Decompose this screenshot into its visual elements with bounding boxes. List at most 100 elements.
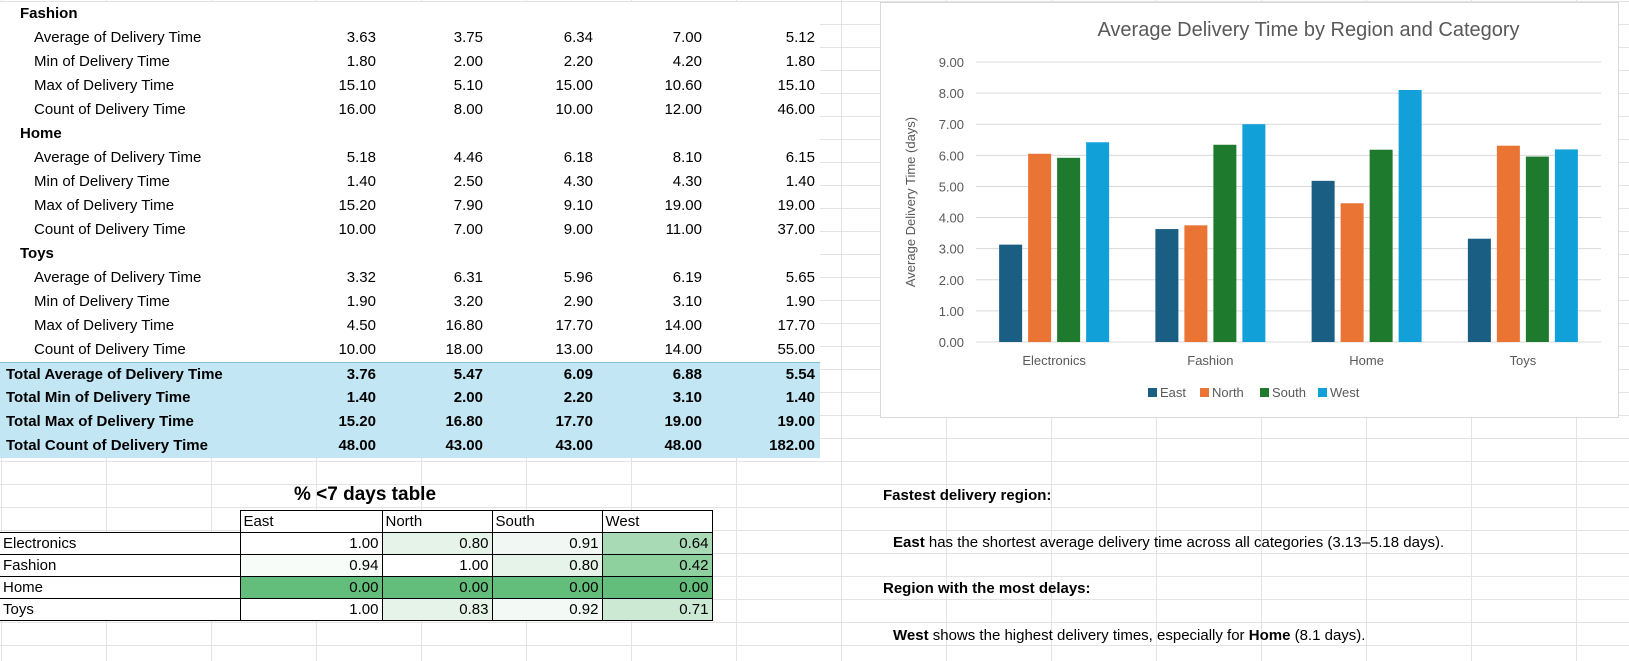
total-row[interactable]: Total Count of Delivery Time 48.00 43.00 43… bbox=[0, 434, 820, 458]
cell-value[interactable]: 16.80 bbox=[445, 413, 483, 430]
cell-value[interactable]: 7.00 bbox=[453, 221, 483, 238]
cell-value[interactable]: 15.10 bbox=[777, 77, 815, 94]
pct-cell[interactable]: 0.00 bbox=[601, 576, 713, 599]
cell-value[interactable]: 15.20 bbox=[338, 197, 376, 214]
cell-value[interactable]: 43.00 bbox=[445, 437, 483, 454]
chart[interactable]: Average Delivery Time by Region and Cate… bbox=[880, 2, 1619, 418]
pct-cell[interactable]: 0.64 bbox=[601, 532, 713, 555]
cell-value[interactable]: 3.32 bbox=[346, 269, 376, 286]
delays-note[interactable]: West shows the highest delivery times, e… bbox=[893, 627, 1365, 644]
cell-value[interactable]: 8.10 bbox=[672, 149, 702, 166]
cell-value[interactable]: 2.00 bbox=[453, 389, 483, 406]
cell-value[interactable]: 2.20 bbox=[563, 53, 593, 70]
pct-cell[interactable]: 0.94 bbox=[239, 554, 383, 577]
cell-value[interactable]: 16.00 bbox=[338, 101, 376, 118]
cell-value[interactable]: 5.47 bbox=[453, 366, 483, 383]
cell-value[interactable]: 15.00 bbox=[555, 77, 593, 94]
cell-value[interactable]: 17.70 bbox=[777, 317, 815, 334]
cell-value[interactable]: 10.00 bbox=[338, 341, 376, 358]
column-header[interactable]: East bbox=[239, 510, 383, 533]
cell-value[interactable]: 46.00 bbox=[777, 101, 815, 118]
pct-cell[interactable]: 0.71 bbox=[601, 598, 713, 621]
cell-value[interactable]: 37.00 bbox=[777, 221, 815, 238]
cell-value[interactable]: 4.20 bbox=[672, 53, 702, 70]
cell-value[interactable]: 6.19 bbox=[672, 269, 702, 286]
pct-cell[interactable]: 1.00 bbox=[381, 554, 493, 577]
pct-cell[interactable]: 0.91 bbox=[491, 532, 603, 555]
total-row[interactable]: Total Min of Delivery Time 1.40 2.00 2.20 3.… bbox=[0, 386, 820, 410]
cell-value[interactable]: 1.80 bbox=[346, 53, 376, 70]
cell-value[interactable]: 2.00 bbox=[453, 53, 483, 70]
pct-cell[interactable]: 1.00 bbox=[239, 532, 383, 555]
cell-value[interactable]: 17.70 bbox=[555, 413, 593, 430]
cell-value[interactable]: 5.54 bbox=[785, 366, 815, 383]
pivot-row[interactable]: Min of Delivery Time 1.40 2.50 4.30 4.30 1.40 bbox=[0, 170, 820, 194]
cell-value[interactable]: 5.96 bbox=[563, 269, 593, 286]
cell-value[interactable]: 43.00 bbox=[555, 437, 593, 454]
category-header[interactable]: Toys bbox=[0, 242, 820, 267]
cell-value[interactable]: 15.10 bbox=[338, 77, 376, 94]
cell-value[interactable]: 17.70 bbox=[555, 317, 593, 334]
cell-value[interactable]: 1.90 bbox=[785, 293, 815, 310]
cell-value[interactable]: 2.90 bbox=[563, 293, 593, 310]
cell-value[interactable]: 19.00 bbox=[664, 413, 702, 430]
cell-value[interactable]: 1.40 bbox=[346, 389, 376, 406]
pct-cell[interactable]: 0.80 bbox=[491, 554, 603, 577]
cell-value[interactable]: 18.00 bbox=[445, 341, 483, 358]
pivot-row[interactable]: Max of Delivery Time 15.10 5.10 15.00 10.60 1… bbox=[0, 74, 820, 98]
cell-value[interactable]: 5.12 bbox=[785, 29, 815, 46]
pivot-row[interactable]: Average of Delivery Time 3.63 3.75 6.34 7.00… bbox=[0, 26, 820, 50]
cell-value[interactable]: 3.10 bbox=[672, 293, 702, 310]
pct-cell[interactable]: 0.00 bbox=[239, 576, 383, 599]
row-label[interactable]: Electronics bbox=[0, 532, 241, 555]
pct-cell[interactable]: 0.00 bbox=[491, 576, 603, 599]
cell-value[interactable]: 1.40 bbox=[785, 173, 815, 190]
cell-value[interactable]: 9.10 bbox=[563, 197, 593, 214]
cell-value[interactable]: 1.40 bbox=[346, 173, 376, 190]
row-label[interactable]: Home bbox=[0, 576, 241, 599]
pct-cell[interactable]: 0.92 bbox=[491, 598, 603, 621]
column-header[interactable]: South bbox=[491, 510, 603, 533]
cell-value[interactable]: 2.50 bbox=[453, 173, 483, 190]
category-header[interactable]: Fashion bbox=[0, 2, 820, 27]
cell-value[interactable]: 3.75 bbox=[453, 29, 483, 46]
cell-value[interactable]: 10.60 bbox=[664, 77, 702, 94]
cell-value[interactable]: 19.00 bbox=[777, 197, 815, 214]
cell-value[interactable]: 5.18 bbox=[346, 149, 376, 166]
cell-value[interactable]: 6.15 bbox=[785, 149, 815, 166]
cell-value[interactable]: 48.00 bbox=[338, 437, 376, 454]
column-header[interactable]: West bbox=[601, 510, 713, 533]
cell-value[interactable]: 4.30 bbox=[672, 173, 702, 190]
pivot-row[interactable]: Count of Delivery Time 16.00 8.00 10.00 12.0… bbox=[0, 98, 820, 122]
fastest-note[interactable]: East has the shortest average delivery t… bbox=[893, 534, 1444, 551]
cell-value[interactable]: 6.09 bbox=[563, 366, 593, 383]
cell-value[interactable]: 48.00 bbox=[664, 437, 702, 454]
cell-value[interactable]: 19.00 bbox=[664, 197, 702, 214]
pivot-row[interactable]: Average of Delivery Time 3.32 6.31 5.96 6.19… bbox=[0, 266, 820, 290]
cell-value[interactable]: 6.88 bbox=[672, 366, 702, 383]
cell-value[interactable]: 5.10 bbox=[453, 77, 483, 94]
fastest-heading[interactable]: Fastest delivery region: bbox=[883, 487, 1052, 504]
cell-value[interactable]: 4.30 bbox=[563, 173, 593, 190]
pct-cell[interactable]: 0.00 bbox=[381, 576, 493, 599]
cell-value[interactable]: 7.90 bbox=[453, 197, 483, 214]
cell-value[interactable]: 19.00 bbox=[777, 413, 815, 430]
pivot-row[interactable]: Count of Delivery Time 10.00 7.00 9.00 11.00… bbox=[0, 218, 820, 242]
row-label[interactable]: Fashion bbox=[0, 554, 241, 577]
cell-value[interactable]: 6.34 bbox=[563, 29, 593, 46]
cell-value[interactable]: 3.63 bbox=[346, 29, 376, 46]
cell-value[interactable]: 55.00 bbox=[777, 341, 815, 358]
cell-value[interactable]: 6.18 bbox=[563, 149, 593, 166]
cell-value[interactable]: 13.00 bbox=[555, 341, 593, 358]
cell-value[interactable]: 1.90 bbox=[346, 293, 376, 310]
pct-cell[interactable]: 0.80 bbox=[381, 532, 493, 555]
cell-value[interactable]: 6.31 bbox=[453, 269, 483, 286]
total-row[interactable]: Total Average of Delivery Time 3.76 5.47 6.… bbox=[0, 362, 820, 387]
cell-value[interactable]: 11.00 bbox=[665, 221, 702, 238]
cell-value[interactable]: 14.00 bbox=[664, 317, 702, 334]
column-header[interactable]: North bbox=[381, 510, 493, 533]
cell-value[interactable]: 14.00 bbox=[664, 341, 702, 358]
delays-heading[interactable]: Region with the most delays: bbox=[883, 580, 1091, 597]
cell-value[interactable]: 3.10 bbox=[672, 389, 702, 406]
row-label[interactable]: Toys bbox=[0, 598, 241, 621]
